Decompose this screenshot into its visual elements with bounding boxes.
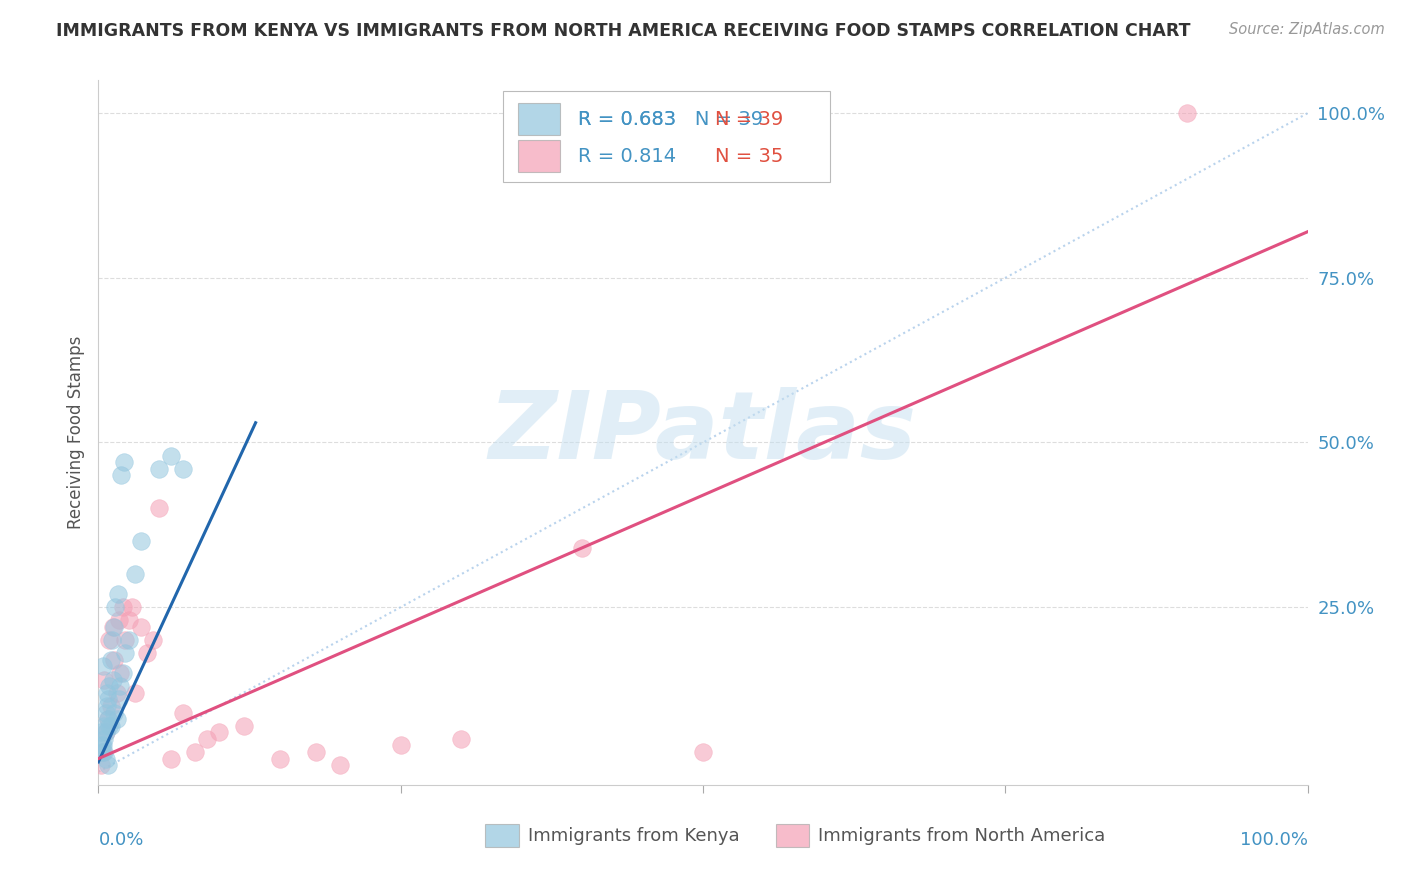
Point <box>108 665 131 680</box>
Point <box>118 613 141 627</box>
Point <box>91 745 114 759</box>
Point <box>105 712 128 726</box>
Point <box>269 751 291 765</box>
Point <box>97 712 120 726</box>
Point <box>692 745 714 759</box>
Point <box>208 725 231 739</box>
Text: ZIPatlas: ZIPatlas <box>489 386 917 479</box>
Point <box>100 633 122 648</box>
Point <box>103 620 125 634</box>
Text: Immigrants from North America: Immigrants from North America <box>818 827 1105 845</box>
Point <box>108 692 131 706</box>
Text: 0.0%: 0.0% <box>98 830 143 849</box>
Point <box>108 613 131 627</box>
Text: IMMIGRANTS FROM KENYA VS IMMIGRANTS FROM NORTH AMERICA RECEIVING FOOD STAMPS COR: IMMIGRANTS FROM KENYA VS IMMIGRANTS FROM… <box>56 22 1191 40</box>
Point <box>124 567 146 582</box>
Point <box>148 462 170 476</box>
Point <box>94 725 117 739</box>
Bar <box>517 103 561 135</box>
Point <box>1175 106 1198 120</box>
Point <box>450 731 472 746</box>
Point <box>97 712 120 726</box>
Point <box>232 719 254 733</box>
Point <box>107 587 129 601</box>
Point <box>114 646 136 660</box>
Point <box>129 620 152 634</box>
Point <box>110 468 132 483</box>
Point <box>329 758 352 772</box>
Bar <box>485 824 519 847</box>
Point <box>142 633 165 648</box>
Point <box>389 739 412 753</box>
Text: R = 0.814: R = 0.814 <box>578 147 676 166</box>
Bar <box>517 140 561 172</box>
Point <box>98 633 121 648</box>
Point <box>93 731 115 746</box>
Text: N = 35: N = 35 <box>716 147 783 166</box>
Point <box>160 449 183 463</box>
Point <box>93 673 115 687</box>
Text: Source: ZipAtlas.com: Source: ZipAtlas.com <box>1229 22 1385 37</box>
Point <box>121 600 143 615</box>
Point <box>104 600 127 615</box>
Point <box>571 541 593 555</box>
Bar <box>776 824 810 847</box>
Text: R = 0.683: R = 0.683 <box>578 110 676 128</box>
Point <box>91 659 114 673</box>
Point <box>96 698 118 713</box>
Text: Immigrants from Kenya: Immigrants from Kenya <box>527 827 740 845</box>
Point <box>111 600 134 615</box>
Point <box>100 719 122 733</box>
Point <box>97 758 120 772</box>
Point <box>94 706 117 720</box>
Point <box>91 739 114 753</box>
Point <box>94 751 117 765</box>
Text: N = 39: N = 39 <box>716 110 783 128</box>
Point <box>100 653 122 667</box>
Point <box>91 745 114 759</box>
Point <box>118 633 141 648</box>
Point <box>135 646 157 660</box>
Point <box>172 462 194 476</box>
Point <box>101 620 124 634</box>
Point <box>96 686 118 700</box>
Point <box>112 455 135 469</box>
Point <box>97 692 120 706</box>
Point <box>195 731 218 746</box>
Point <box>148 501 170 516</box>
Text: R = 0.683   N = 39: R = 0.683 N = 39 <box>578 110 763 128</box>
Point <box>105 686 128 700</box>
Point <box>305 745 328 759</box>
Point <box>101 673 124 687</box>
Point <box>111 665 134 680</box>
Point <box>172 706 194 720</box>
Y-axis label: Receiving Food Stamps: Receiving Food Stamps <box>66 336 84 529</box>
FancyBboxPatch shape <box>503 91 830 183</box>
Point <box>103 653 125 667</box>
Point <box>91 739 114 753</box>
Point <box>98 679 121 693</box>
Point <box>94 725 117 739</box>
Point <box>93 719 115 733</box>
Text: 100.0%: 100.0% <box>1240 830 1308 849</box>
Point <box>103 706 125 720</box>
Point <box>90 758 112 772</box>
Point <box>124 686 146 700</box>
Point <box>184 745 207 759</box>
Point <box>129 534 152 549</box>
Point <box>98 719 121 733</box>
Point <box>160 751 183 765</box>
Point <box>114 633 136 648</box>
Point <box>108 679 131 693</box>
Point <box>100 698 122 713</box>
Point <box>90 725 112 739</box>
Point <box>93 745 115 759</box>
